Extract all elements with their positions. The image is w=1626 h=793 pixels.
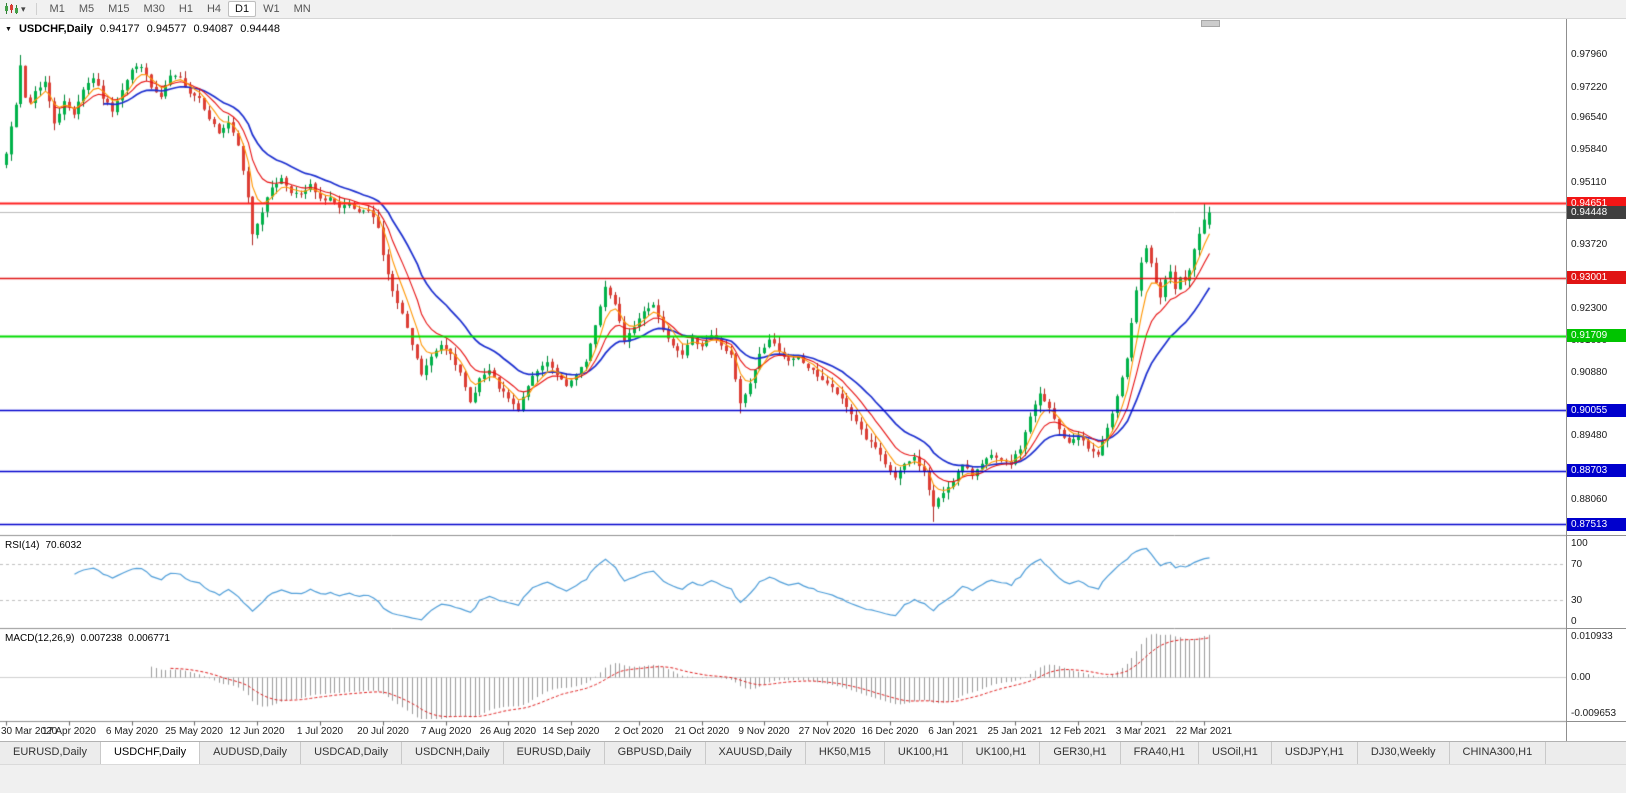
date-label: 16 Dec 2020: [861, 726, 919, 737]
panel-divider: [1567, 535, 1626, 536]
ohlc-high: 0.94577: [146, 23, 187, 35]
timeframe-m30[interactable]: M30: [143, 3, 165, 15]
chart-tab-dj30-weekly[interactable]: DJ30,Weekly: [1357, 742, 1450, 765]
price-tick: 0.97220: [1571, 81, 1608, 93]
chart-tab-ger30-h1[interactable]: GER30,H1: [1040, 742, 1121, 765]
rsi-axis-label: 30: [1571, 595, 1583, 606]
macd-indicator-label: MACD(12,26,9) 0.007238 0.006771: [5, 633, 170, 644]
date-label: 25 Jan 2021: [987, 726, 1043, 737]
hline-badge-0.87513: 0.87513: [1567, 517, 1626, 531]
price-tick: 0.93720: [1571, 239, 1608, 251]
chart-tab-eurusd-daily[interactable]: EURUSD,Daily: [0, 742, 101, 765]
chart-tab-hk50-m15[interactable]: HK50,M15: [805, 742, 885, 765]
timeframe-m1[interactable]: M1: [49, 3, 65, 15]
date-label: 2 Oct 2020: [614, 726, 664, 737]
rsi-axis-label: 70: [1571, 559, 1583, 570]
timeframe-w1[interactable]: W1: [263, 3, 280, 15]
price-tick: 0.88060: [1571, 493, 1608, 505]
chart-tab-uk100-h1[interactable]: UK100,H1: [884, 742, 963, 765]
timeframe-buttons: M1 M5 M15 M30 H1 H4 D1 W1 MN: [43, 1, 318, 17]
toolbar-separator: [35, 3, 37, 15]
date-label: 22 Mar 2021: [1175, 726, 1233, 737]
rsi-axis-label: 100: [1571, 538, 1588, 549]
chart-tab-usdcnh-daily[interactable]: USDCNH,Daily: [402, 742, 504, 765]
date-label: 12 Jun 2020: [229, 726, 285, 737]
current-price-badge: 0.94448: [1567, 205, 1626, 219]
date-label: 3 Mar 2021: [1115, 726, 1167, 737]
macd-signal-value: 0.006771: [128, 633, 170, 644]
macd-main-value: 0.007238: [80, 633, 123, 644]
timeframe-h1[interactable]: H1: [178, 3, 193, 15]
panel-divider: [1567, 628, 1626, 629]
macd-axis-label: 0.010933: [1571, 631, 1613, 642]
chart-area[interactable]: ▼ USDCHF,Daily 0.94177 0.94577 0.94087 0…: [0, 19, 1626, 741]
date-label: 17 Apr 2020: [42, 726, 96, 737]
date-label: 14 Sep 2020: [542, 726, 600, 737]
price-chart-canvas[interactable]: [0, 19, 1566, 741]
chart-type-icon[interactable]: [4, 3, 20, 15]
chart-tab-usdjpy-h1[interactable]: USDJPY,H1: [1271, 742, 1358, 765]
window-menu-icon[interactable]: ▼: [5, 25, 12, 33]
macd-axis-label: 0.00: [1571, 672, 1591, 684]
hline-badge-0.91709: 0.91709: [1567, 329, 1626, 343]
price-tick: 0.92300: [1571, 303, 1608, 315]
chart-tab-uk100-h1[interactable]: UK100,H1: [962, 742, 1041, 765]
date-label: 27 Nov 2020: [798, 726, 856, 737]
chart-tab-gbpusd-daily[interactable]: GBPUSD,Daily: [604, 742, 706, 765]
panel-divider: [1567, 721, 1626, 722]
chart-tab-usoil-h1[interactable]: USOil,H1: [1198, 742, 1272, 765]
date-axis: 30 Mar 2020 17 Apr 2020 6 May 2020 25 May 2…: [0, 722, 1566, 741]
date-label: 25 May 2020: [165, 726, 223, 737]
timeframe-m15[interactable]: M15: [108, 3, 130, 15]
timeframe-d1[interactable]: D1: [228, 1, 257, 17]
date-label: 9 Nov 2020: [738, 726, 790, 737]
rsi-indicator-label: RSI(14) 70.6032: [5, 540, 82, 551]
price-axis[interactable]: 0.97960 0.97220 0.96540 0.95840 0.95110 0.937…: [1566, 19, 1626, 741]
date-label: 21 Oct 2020: [674, 726, 730, 737]
chart-title: ▼ USDCHF,Daily 0.94177 0.94577 0.94087 0…: [5, 23, 280, 35]
rsi-name: RSI(14): [5, 540, 40, 551]
macd-name: MACD(12,26,9): [5, 633, 75, 644]
ohlc-open: 0.94177: [99, 23, 140, 35]
macd-axis-label: -0.009653: [1571, 708, 1617, 719]
chart-dropdown-caret[interactable]: ▾: [21, 3, 26, 14]
date-label: 6 May 2020: [105, 726, 159, 737]
date-label: 6 Jan 2021: [928, 726, 978, 737]
timeframe-m5[interactable]: M5: [78, 3, 95, 15]
chart-tab-eurusd-daily[interactable]: EURUSD,Daily: [503, 742, 605, 765]
timeframe-mn[interactable]: MN: [293, 3, 311, 15]
price-tick: 0.90880: [1571, 366, 1608, 378]
date-label: 30 Mar 2020: [1, 726, 58, 737]
chart-tab-china300-h1[interactable]: CHINA300,H1: [1449, 742, 1547, 765]
status-bar: [0, 764, 1626, 793]
timeframe-h4[interactable]: H4: [206, 3, 222, 15]
chart-tab-usdcad-daily[interactable]: USDCAD,Daily: [301, 742, 403, 765]
chart-tabs: EURUSD,Daily USDCHF,Daily AUDUSD,Daily USDC…: [0, 741, 1626, 765]
chart-tab-xauusd-daily[interactable]: XAUUSD,Daily: [705, 742, 806, 765]
date-label: 12 Feb 2021: [1049, 726, 1107, 737]
date-label: 7 Aug 2020: [420, 726, 472, 737]
rsi-axis-label: 0: [1571, 616, 1577, 627]
price-tick: 0.95110: [1571, 176, 1607, 188]
date-label: 1 Jul 2020: [296, 726, 344, 737]
ohlc-low: 0.94087: [193, 23, 234, 35]
chart-tab-audusd-daily[interactable]: AUDUSD,Daily: [200, 742, 302, 765]
price-tick: 0.89480: [1571, 429, 1608, 441]
chart-tab-usdchf-daily[interactable]: USDCHF,Daily: [100, 742, 201, 765]
price-tick: 0.95840: [1571, 143, 1608, 155]
hline-badge-0.88703: 0.88703: [1567, 464, 1626, 478]
date-label: 26 Aug 2020: [479, 726, 537, 737]
chart-symbol-period: USDCHF,Daily: [18, 23, 93, 35]
ohlc-close: 0.94448: [240, 23, 280, 35]
price-tick: 0.96540: [1571, 112, 1608, 124]
chart-tab-fra40-h1[interactable]: FRA40,H1: [1120, 742, 1199, 765]
hline-badge-0.90055: 0.90055: [1567, 403, 1626, 417]
price-tick: 0.97960: [1571, 48, 1608, 60]
rsi-value: 70.6032: [45, 540, 82, 551]
chart-scrollbar-thumb[interactable]: [1201, 20, 1220, 27]
chart-toolbar: ▾ M1 M5 M15 M30 H1 H4 D1 W1 MN: [0, 0, 1626, 19]
hline-badge-0.93001: 0.93001: [1567, 271, 1626, 285]
date-label: 20 Jul 2020: [357, 726, 409, 737]
